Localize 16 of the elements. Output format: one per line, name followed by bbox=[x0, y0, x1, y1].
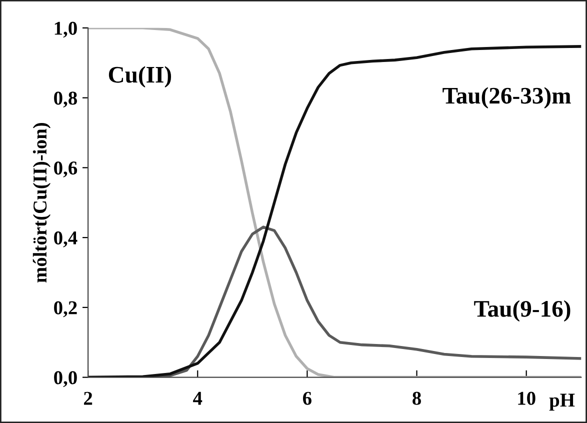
series-label: Tau(9-16) bbox=[474, 300, 570, 322]
y-tick-label: 0,8 bbox=[54, 92, 77, 108]
series-label: Cu(II) bbox=[108, 66, 172, 88]
x-tick-label: 10 bbox=[518, 392, 536, 405]
x-tick-label: 2 bbox=[84, 392, 92, 405]
y-tick-label: 0,0 bbox=[54, 371, 77, 388]
series-label: Tau(26-33)m bbox=[442, 87, 571, 109]
y-tick-label: 0,6 bbox=[54, 161, 78, 178]
y-tick-label: 0,4 bbox=[54, 231, 78, 248]
x-tick-label: 4 bbox=[193, 392, 202, 405]
x-axis-title: pH bbox=[549, 394, 575, 411]
x-tick-label: 6 bbox=[303, 392, 312, 405]
x-tick-label: 8 bbox=[412, 392, 421, 405]
y-tick-label: 0,2 bbox=[54, 301, 77, 318]
y-axis-title: móltört(Cu(II)-ion) bbox=[32, 123, 51, 283]
y-tick-label: 1,0 bbox=[54, 22, 77, 38]
